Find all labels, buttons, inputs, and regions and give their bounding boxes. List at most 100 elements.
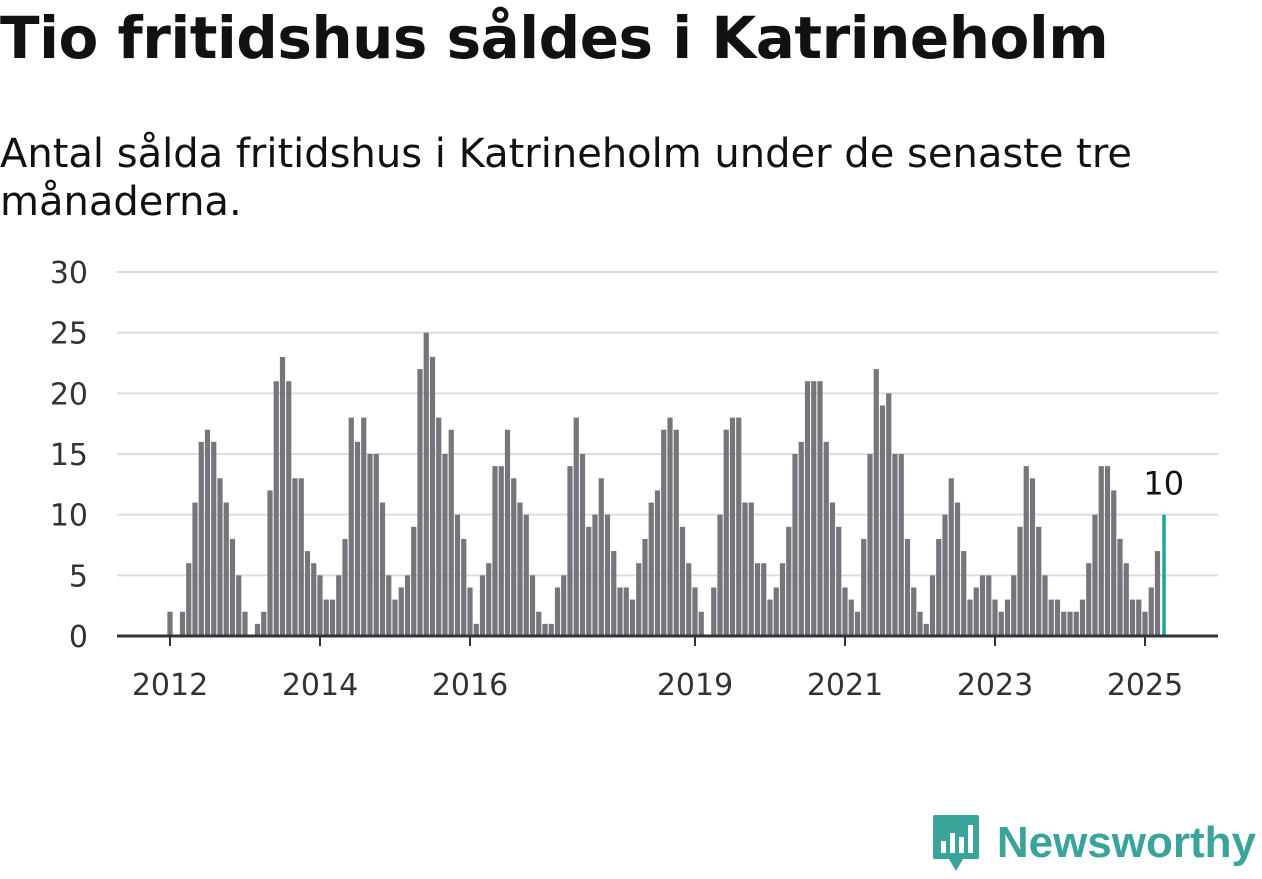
bar (336, 575, 342, 636)
y-tick-label: 10 (50, 499, 88, 534)
bar (473, 623, 479, 636)
bar (636, 563, 642, 636)
bar (961, 551, 967, 636)
bar (1098, 466, 1104, 636)
bar (536, 611, 542, 636)
y-tick-label: 25 (50, 317, 88, 352)
bar (836, 526, 842, 636)
x-tick-label: 2021 (807, 668, 883, 703)
bar (1042, 575, 1048, 636)
bar (586, 526, 592, 636)
bar (323, 599, 329, 636)
bar (711, 587, 717, 636)
annotations: 10 (1143, 465, 1184, 503)
bar (736, 417, 742, 636)
y-tick-label: 15 (50, 438, 88, 473)
bar (342, 538, 348, 636)
bar (998, 611, 1004, 636)
bar (229, 538, 236, 636)
bar (436, 417, 442, 636)
bar (979, 575, 986, 636)
bar (492, 466, 498, 636)
bar (504, 429, 511, 636)
bar (211, 441, 217, 636)
bar (1011, 575, 1017, 636)
bar (942, 514, 948, 636)
x-tick-label: 2014 (282, 668, 358, 703)
x-axis: 2012 2014 2016 2019 2021 2023 2025 (117, 634, 1218, 703)
bar (529, 575, 536, 636)
bar (617, 587, 623, 636)
bar (273, 381, 279, 636)
bar (936, 538, 942, 636)
bar (192, 502, 198, 636)
bar (398, 587, 404, 636)
bar (954, 502, 961, 636)
bar (892, 454, 898, 636)
bar (1073, 611, 1079, 636)
bar (992, 599, 998, 636)
bar (442, 454, 448, 636)
bar (1129, 599, 1136, 636)
bar (804, 381, 811, 636)
bar (579, 454, 586, 636)
bar (217, 478, 223, 636)
bar (1017, 526, 1023, 636)
bar (223, 502, 229, 636)
bar (467, 587, 473, 636)
bar (842, 587, 848, 636)
bar (1036, 526, 1042, 636)
y-tick-label: 5 (69, 559, 88, 594)
bar (817, 381, 823, 636)
bar (1048, 599, 1054, 636)
bar (798, 441, 804, 636)
bar (392, 599, 398, 636)
bar (767, 599, 773, 636)
bar (498, 466, 504, 636)
bar (811, 381, 817, 636)
bar (723, 429, 729, 636)
bar (923, 623, 929, 636)
bar (1117, 538, 1123, 636)
x-tick-label: 2016 (432, 668, 508, 703)
bar (186, 563, 192, 636)
bar (886, 393, 892, 636)
bar (1023, 466, 1029, 636)
bar (854, 611, 861, 636)
chart-subtitle: Antal sålda fritidshus i Katrineholm und… (0, 131, 1133, 225)
bar (386, 575, 392, 636)
bar (642, 538, 648, 636)
bar (917, 611, 923, 636)
bar (1067, 611, 1073, 636)
x-tick-label: 2019 (657, 668, 733, 703)
bar (1148, 587, 1154, 636)
bar (1123, 563, 1129, 636)
bar (667, 417, 673, 636)
bar (367, 454, 373, 636)
bar (179, 611, 186, 636)
bar (448, 429, 454, 636)
bar (429, 356, 436, 636)
bar (417, 369, 423, 636)
bar (523, 514, 529, 636)
bar (573, 417, 579, 636)
bar (629, 599, 636, 636)
bar (879, 405, 886, 636)
bar (198, 441, 204, 636)
bar (379, 502, 386, 636)
x-tick-label: 2012 (132, 668, 208, 703)
bar-chart-bubble-icon (932, 815, 979, 871)
bar-highlight (1162, 514, 1166, 636)
bar (204, 429, 211, 636)
bar (673, 429, 679, 636)
bar (867, 454, 873, 636)
bar (454, 514, 461, 636)
bar (592, 514, 598, 636)
bar (1111, 490, 1117, 636)
bar (686, 563, 692, 636)
bar (348, 417, 354, 636)
bar (898, 454, 904, 636)
bar (423, 332, 429, 636)
bar (829, 502, 836, 636)
bar (1142, 611, 1148, 636)
